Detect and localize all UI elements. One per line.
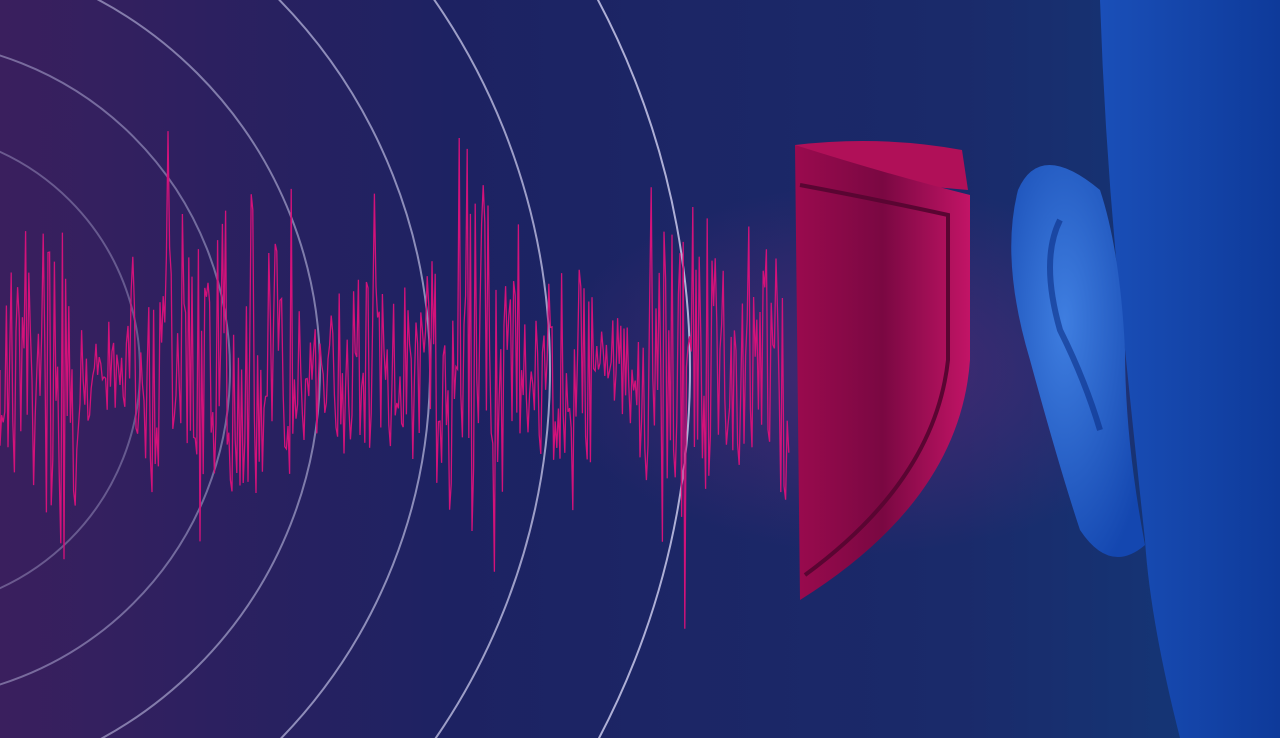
head — [1011, 0, 1280, 738]
sound-arc — [596, 0, 691, 738]
ear — [1011, 165, 1145, 557]
shield — [795, 141, 970, 600]
shield-body — [795, 145, 970, 600]
sound-arc — [0, 54, 231, 686]
sound-arc — [433, 0, 551, 738]
ear-fold — [1047, 218, 1103, 431]
sound-arc — [96, 0, 321, 738]
shield-rim — [799, 183, 950, 577]
face — [1100, 0, 1280, 738]
waveform — [0, 131, 790, 629]
